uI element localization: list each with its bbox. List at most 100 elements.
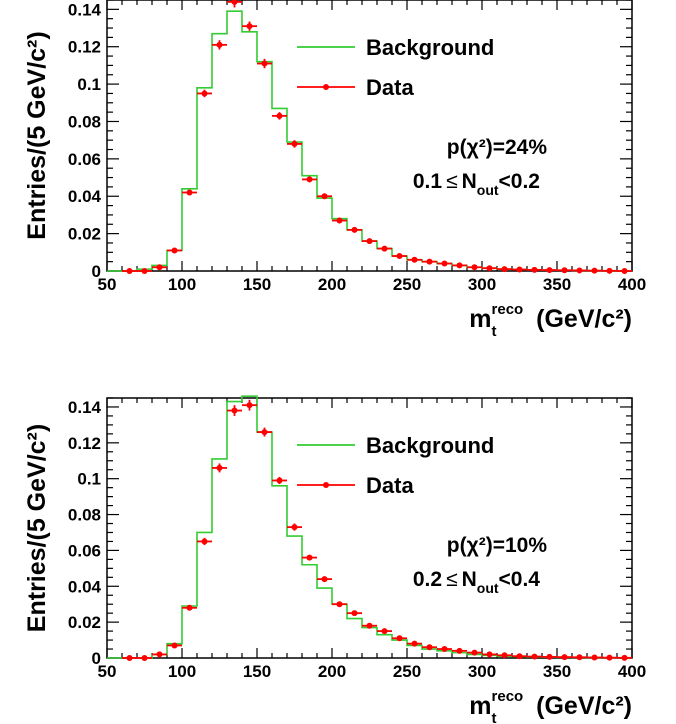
data-marker	[321, 576, 328, 583]
data-marker	[126, 268, 133, 274]
chart-panel-2: 50 100 150 200 250 300 350 400 0 0.02 0.04 0.06 0.08…	[23, 395, 646, 724]
data-point	[497, 652, 512, 659]
data-marker	[231, 0, 238, 5]
data-point	[467, 649, 482, 656]
x-title-main: m	[469, 305, 491, 333]
data-point	[272, 112, 287, 120]
data-marker	[561, 267, 568, 274]
data-point	[152, 651, 167, 658]
plot-frame	[106, 0, 633, 272]
data-series	[122, 0, 632, 274]
data-marker	[576, 654, 583, 661]
nout-low: 0.1	[413, 170, 443, 193]
x-tick-label: 50	[98, 275, 117, 294]
data-marker	[336, 217, 343, 224]
x-tick-label: 200	[318, 662, 346, 681]
y-tick-label: 0.08	[68, 506, 101, 525]
data-marker	[351, 226, 358, 233]
x-tick-label: 250	[393, 662, 421, 681]
x-title-sub: t	[492, 323, 497, 340]
data-point	[407, 256, 422, 263]
data-point	[512, 653, 527, 660]
y-tick-label: 0.06	[68, 150, 101, 169]
data-marker	[441, 646, 448, 653]
y-tick-label: 0.04	[68, 577, 102, 596]
legend-data-label: Data	[366, 473, 414, 498]
data-point	[572, 654, 587, 661]
y-tick-label: 0.12	[68, 38, 101, 57]
data-point	[182, 189, 197, 196]
y-tick-label: 0.12	[68, 434, 101, 453]
data-point	[347, 610, 362, 617]
data-point	[137, 268, 152, 274]
legend: Background Data	[297, 35, 494, 100]
data-marker	[261, 60, 268, 67]
data-point	[332, 601, 347, 608]
data-point	[482, 265, 497, 272]
y-tick-label: 0	[92, 649, 101, 668]
legend-data-marker	[323, 84, 329, 90]
data-point	[302, 176, 317, 183]
data-marker	[456, 647, 463, 654]
data-point	[587, 654, 602, 661]
data-marker	[186, 604, 193, 611]
data-point	[137, 655, 152, 661]
data-marker	[216, 41, 223, 48]
data-point	[197, 89, 212, 98]
x-axis-title: mt reco (GeV/c²)	[469, 301, 632, 340]
data-point	[587, 267, 602, 274]
data-marker	[186, 189, 193, 196]
x-tick-label: 150	[243, 662, 271, 681]
x-tick-label: 250	[393, 275, 421, 294]
data-point	[527, 266, 542, 273]
data-marker	[471, 264, 478, 271]
data-point	[542, 267, 557, 274]
nout-annotation: 0.1 ≤ Nout<0.2	[413, 170, 540, 198]
data-point	[542, 653, 557, 660]
data-marker	[171, 642, 178, 649]
data-marker	[606, 654, 613, 661]
data-marker	[396, 635, 403, 642]
nout-main: N	[462, 568, 477, 591]
data-point	[287, 140, 302, 148]
y-tick-label: 0.02	[68, 225, 101, 244]
data-point	[557, 654, 572, 661]
data-point	[437, 646, 452, 653]
p-chi2-annotation: p(χ²)=10%	[447, 534, 548, 557]
data-point	[212, 463, 227, 473]
data-marker	[306, 554, 313, 561]
data-marker	[621, 268, 628, 274]
data-point	[242, 399, 257, 411]
x-tick-label: 300	[468, 275, 496, 294]
data-point	[302, 554, 317, 561]
data-marker	[591, 654, 598, 661]
data-point	[122, 268, 137, 274]
data-point	[482, 651, 497, 658]
data-point	[227, 0, 242, 8]
data-point	[272, 476, 287, 485]
data-marker	[201, 90, 208, 97]
data-marker	[351, 610, 358, 617]
data-point	[392, 253, 407, 260]
data-point	[257, 58, 272, 69]
data-point	[437, 260, 452, 267]
legend-background-label: Background	[366, 433, 494, 458]
nout-main: N	[462, 170, 477, 193]
y-axis: 0 0.02 0.04 0.06 0.08 0.1 0.12 0.14	[68, 397, 632, 668]
nout-annotation: 0.2 ≤ Nout<0.4	[413, 568, 540, 596]
data-marker	[396, 253, 403, 260]
x-tick-label: 100	[168, 275, 196, 294]
data-marker	[321, 193, 328, 200]
y-tick-label: 0.04	[68, 187, 102, 206]
x-tick-label: 350	[543, 662, 571, 681]
legend-data-marker	[323, 482, 329, 488]
data-point	[212, 40, 227, 50]
data-point	[572, 267, 587, 274]
data-marker	[156, 264, 163, 271]
y-axis-title: Entries/(5 GeV/c²)	[23, 31, 51, 239]
data-point	[167, 247, 182, 254]
x-title-main: m	[469, 692, 491, 720]
data-point	[422, 644, 437, 651]
data-marker	[201, 538, 208, 545]
data-point	[257, 427, 272, 437]
